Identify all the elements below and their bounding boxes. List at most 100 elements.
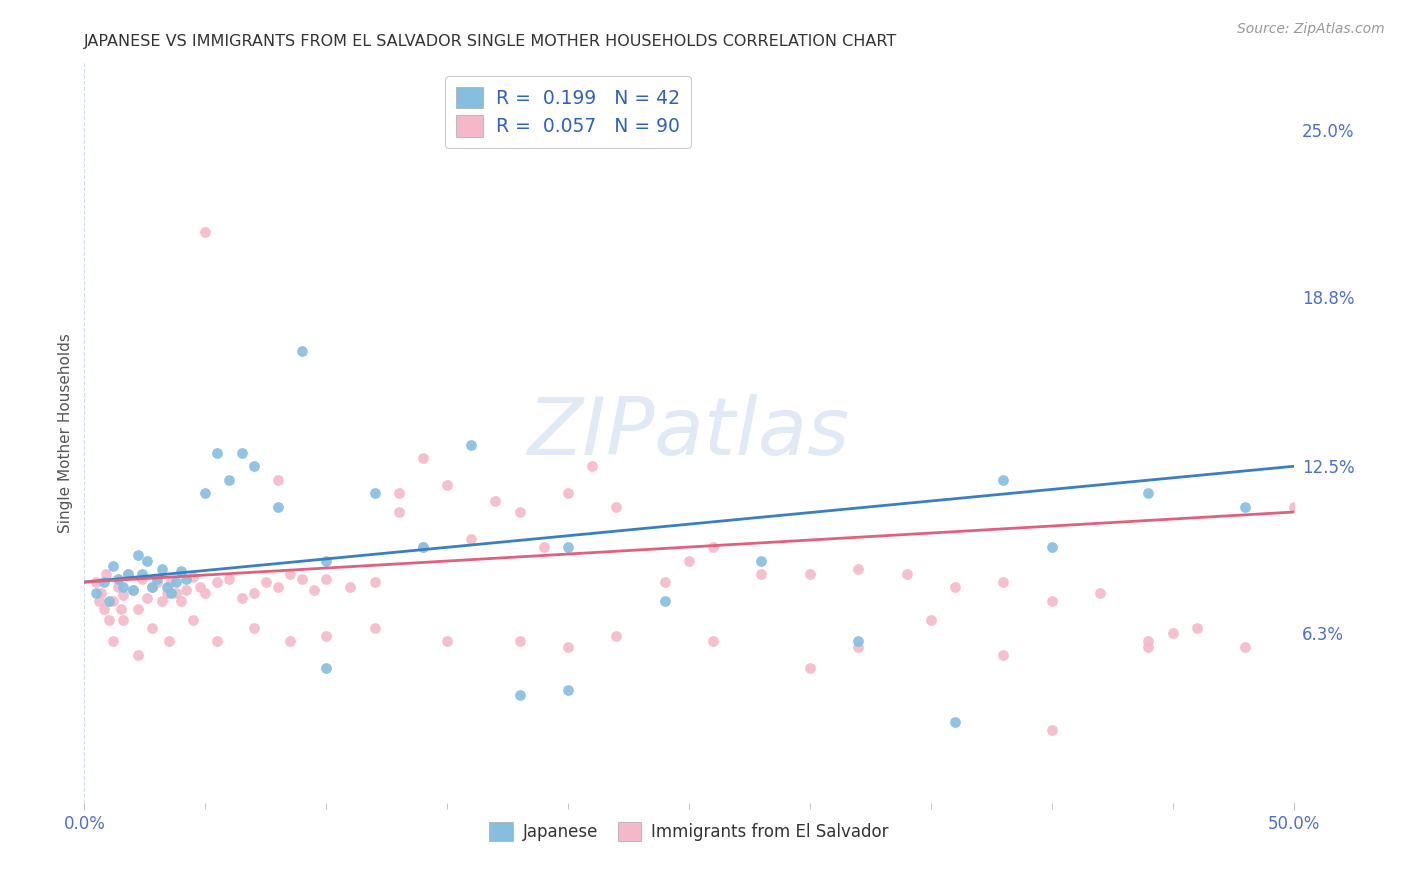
Point bbox=[654, 594, 676, 608]
Point bbox=[1234, 500, 1257, 514]
Point bbox=[943, 714, 966, 729]
Point bbox=[107, 581, 129, 595]
Point bbox=[87, 594, 110, 608]
Point bbox=[702, 634, 724, 648]
Point bbox=[136, 553, 159, 567]
Point bbox=[799, 566, 821, 581]
Point bbox=[127, 602, 149, 616]
Point bbox=[190, 581, 212, 595]
Point bbox=[86, 575, 108, 590]
Point bbox=[846, 640, 869, 654]
Point bbox=[388, 505, 411, 519]
Point bbox=[654, 575, 676, 590]
Point bbox=[1040, 540, 1063, 554]
Point bbox=[194, 486, 217, 500]
Point bbox=[117, 566, 139, 581]
Point bbox=[302, 583, 325, 598]
Point bbox=[993, 648, 1015, 662]
Point bbox=[218, 473, 240, 487]
Point bbox=[267, 581, 290, 595]
Point bbox=[267, 473, 290, 487]
Point bbox=[751, 566, 773, 581]
Point bbox=[993, 473, 1015, 487]
Point bbox=[127, 648, 149, 662]
Point bbox=[155, 581, 177, 595]
Point bbox=[678, 553, 700, 567]
Y-axis label: Single Mother Households: Single Mother Households bbox=[58, 333, 73, 533]
Point bbox=[103, 594, 125, 608]
Point bbox=[509, 688, 531, 702]
Point bbox=[160, 575, 183, 590]
Point bbox=[363, 621, 385, 635]
Point bbox=[846, 634, 869, 648]
Point bbox=[702, 540, 724, 554]
Point bbox=[127, 548, 149, 562]
Point bbox=[799, 661, 821, 675]
Point bbox=[484, 494, 506, 508]
Point bbox=[412, 540, 434, 554]
Point bbox=[141, 581, 163, 595]
Point bbox=[86, 586, 108, 600]
Point bbox=[231, 591, 253, 606]
Point bbox=[97, 594, 120, 608]
Point bbox=[194, 225, 217, 239]
Point bbox=[557, 640, 579, 654]
Point bbox=[1234, 640, 1257, 654]
Point bbox=[509, 634, 531, 648]
Point bbox=[121, 583, 143, 598]
Point bbox=[207, 575, 229, 590]
Point bbox=[90, 586, 112, 600]
Point bbox=[267, 500, 290, 514]
Point bbox=[107, 572, 129, 586]
Point bbox=[436, 478, 458, 492]
Point bbox=[605, 629, 627, 643]
Point bbox=[194, 586, 217, 600]
Point bbox=[1185, 621, 1208, 635]
Point bbox=[846, 561, 869, 575]
Point bbox=[141, 621, 163, 635]
Point bbox=[150, 594, 173, 608]
Point bbox=[146, 572, 169, 586]
Point bbox=[412, 540, 434, 554]
Point bbox=[218, 572, 240, 586]
Point bbox=[231, 446, 253, 460]
Point bbox=[160, 586, 183, 600]
Point bbox=[1040, 723, 1063, 738]
Point bbox=[112, 581, 135, 595]
Point bbox=[157, 634, 180, 648]
Point bbox=[103, 634, 125, 648]
Point bbox=[242, 621, 264, 635]
Point bbox=[557, 540, 579, 554]
Point bbox=[93, 575, 115, 590]
Point bbox=[291, 343, 314, 358]
Point bbox=[436, 634, 458, 648]
Text: JAPANESE VS IMMIGRANTS FROM EL SALVADOR SINGLE MOTHER HOUSEHOLDS CORRELATION CHA: JAPANESE VS IMMIGRANTS FROM EL SALVADOR … bbox=[84, 34, 897, 49]
Point bbox=[165, 575, 187, 590]
Legend: Japanese, Immigrants from El Salvador: Japanese, Immigrants from El Salvador bbox=[482, 816, 896, 847]
Point bbox=[363, 575, 385, 590]
Point bbox=[315, 629, 337, 643]
Point bbox=[242, 459, 264, 474]
Point bbox=[136, 591, 159, 606]
Point bbox=[150, 561, 173, 575]
Point bbox=[131, 566, 153, 581]
Point bbox=[339, 581, 361, 595]
Point bbox=[110, 602, 132, 616]
Point bbox=[170, 564, 193, 578]
Point bbox=[207, 634, 229, 648]
Point bbox=[896, 566, 918, 581]
Point bbox=[242, 586, 264, 600]
Point bbox=[93, 602, 115, 616]
Point bbox=[165, 586, 187, 600]
Point bbox=[131, 572, 153, 586]
Point bbox=[121, 583, 143, 598]
Point bbox=[112, 613, 135, 627]
Point bbox=[460, 438, 482, 452]
Point bbox=[207, 446, 229, 460]
Point bbox=[605, 500, 627, 514]
Point bbox=[112, 589, 135, 603]
Point bbox=[278, 566, 301, 581]
Point bbox=[170, 594, 193, 608]
Point bbox=[533, 540, 555, 554]
Point bbox=[97, 613, 120, 627]
